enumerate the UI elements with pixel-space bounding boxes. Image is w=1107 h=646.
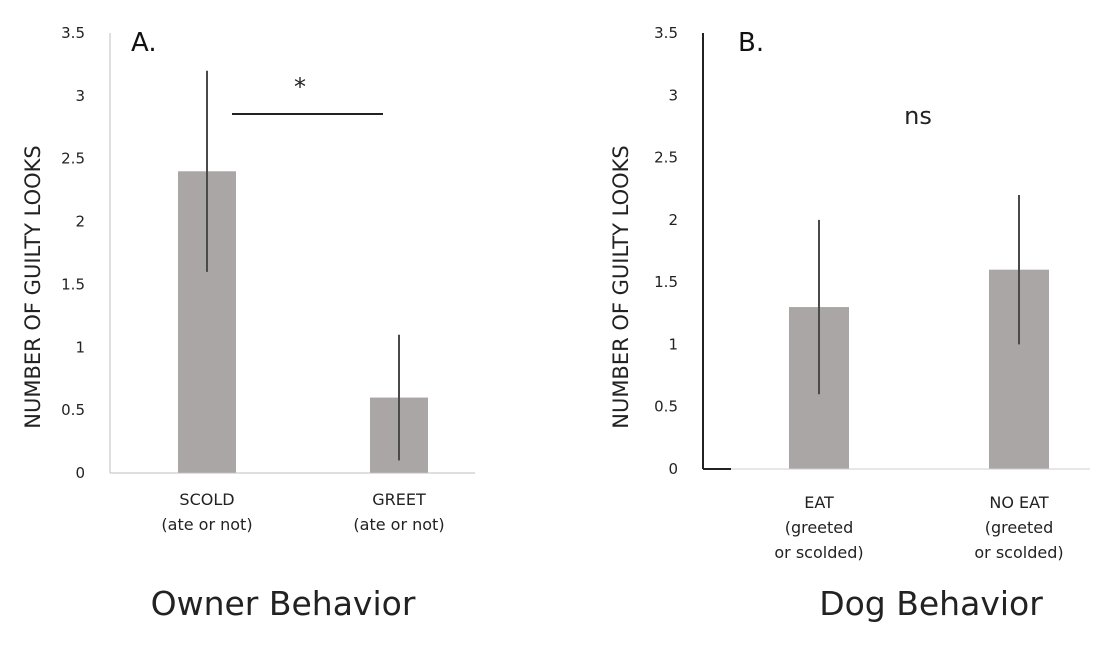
panel-b-y-axis-title: NUMBER OF GUILTY LOOKS xyxy=(609,145,633,429)
panel-b-label: B. xyxy=(738,28,764,58)
panel-a-category-label: SCOLD xyxy=(179,490,234,509)
panel-b-category-label: or scolded) xyxy=(974,543,1063,562)
panel-a-y-tick-label: 3.5 xyxy=(61,24,85,42)
panel-b-category-label: NO EAT xyxy=(989,493,1048,512)
panel-a-y-axis-title: NUMBER OF GUILTY LOOKS xyxy=(21,145,45,429)
panel-a-y-tick-label: 2.5 xyxy=(61,150,85,168)
panel-b-y-tick-label: 2.5 xyxy=(654,149,678,167)
panel-a-category-label: (ate or not) xyxy=(353,515,444,534)
panel-b-y-tick-label: 2 xyxy=(668,211,678,229)
panel-a-y-tick-label: 1 xyxy=(75,338,85,356)
panel-b-category-label: (greeted xyxy=(785,518,854,537)
panel-b-y-tick-label: 1.5 xyxy=(654,273,678,291)
panel-a-label: A. xyxy=(131,28,157,58)
panel-b-y-tick-label: 0 xyxy=(668,460,678,478)
panel-a-category-label: GREET xyxy=(372,490,426,509)
panel-a-y-tick-label: 1.5 xyxy=(61,275,85,293)
panel-b-y-tick-label: 3 xyxy=(668,86,678,104)
panel-b-y-tick-label: 3.5 xyxy=(654,24,678,42)
panel-a-y-tick-label: 0.5 xyxy=(61,401,85,419)
panel-b-x-axis-title: Dog Behavior xyxy=(819,584,1043,623)
panel-b-category-label: (greeted xyxy=(985,518,1054,537)
panel-a-y-tick-label: 3 xyxy=(75,87,85,105)
panel-a-category-label: (ate or not) xyxy=(161,515,252,534)
panel-b-y-tick-label: 1 xyxy=(668,335,678,353)
panel-b-category-label: or scolded) xyxy=(774,543,863,562)
panel-b-y-tick-label: 0.5 xyxy=(654,398,678,416)
panel-a-x-axis-title: Owner Behavior xyxy=(151,584,416,623)
panel-a-y-tick-label: 0 xyxy=(75,464,85,482)
panel-a-y-tick-label: 2 xyxy=(75,213,85,231)
panel-b-category-label: EAT xyxy=(804,493,834,512)
panel-b-significance-label: ns xyxy=(904,102,932,130)
panel-a-significance-label: * xyxy=(294,73,306,101)
